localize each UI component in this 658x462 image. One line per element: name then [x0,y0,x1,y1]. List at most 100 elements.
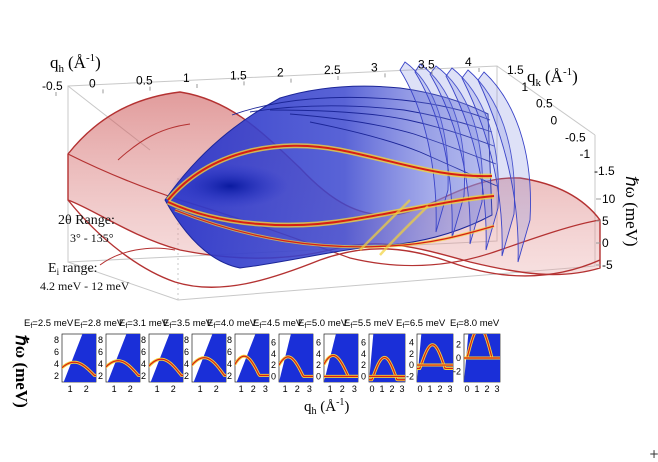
ef-panel-ytick: 2 [456,339,461,349]
ridges-3d [166,143,495,256]
ef-panel-xtick: 0 [417,384,422,394]
ef-panel-xtick: 3 [447,384,452,394]
svg-text:Ei range:: Ei range: [48,261,98,277]
panels-y-label: ℏω (meV) [12,335,31,408]
dispersion-ridge [279,356,313,377]
ef-panel-xtick: 0 [464,384,469,394]
ef-panel-xtick: 1 [198,384,203,394]
ef-panel-title: Ef=3.5 meV [163,318,213,330]
ef-panel-ytick: 2 [98,371,103,381]
ef-panel-xtick: 1 [379,384,384,394]
ef-panel-ytick: 4 [316,349,321,359]
ef-panel-xtick: 1 [283,384,288,394]
ef-panel-ytick: 4 [409,337,414,347]
ef-panel-xtick: 2 [128,384,133,394]
ef-panel-ytick: 8 [98,335,103,345]
ef-panel-title: Ef=4.5 meV [253,318,303,330]
two-theta-annotation: 2θ Range: 3° - 135° [58,213,115,245]
energy-tick-label: 10 [602,192,616,206]
ef-panel-ytick: -2 [406,371,414,381]
ef-panel-xtick: 2 [340,384,345,394]
qh-axis-title: qh (Å-1) [50,52,101,75]
energy-tick-label: -5 [602,258,613,272]
qk-tick-label: 0 [551,114,558,128]
ef-panel-title: Ef=2.8 meV [74,318,124,330]
qh-tick-label: 2 [277,66,284,80]
qk-tick-label: 0.5 [536,97,553,111]
ef-panel-ytick: 0 [409,360,414,370]
ef-panel-title: Ef=5.5 meV [344,318,394,330]
energy-tick-label: 0 [602,236,609,250]
ef-panel-xtick: 2 [171,384,176,394]
ef-panel-xtick: 0 [369,384,374,394]
ef-panel-ytick: 8 [54,335,59,345]
dispersion-ridge [62,361,96,376]
ef-panel-title: Ef=8.0 meV [450,318,500,330]
ef-panel-ytick: 2 [227,371,232,381]
ef-panel-ytick: 6 [271,337,276,347]
ef-panel-map [417,334,453,382]
qh-tick-label: 0 [89,76,96,90]
ef-panel-xtick: 1 [474,384,479,394]
qk-tick-label: -1.5 [594,164,615,178]
ef-panel-title: Ef=3.1 meV [119,318,169,330]
ef-panel-ytick: 4 [227,359,232,369]
ef-panel-xtick: 2 [214,384,219,394]
ef-panel-ytick: 2 [141,371,146,381]
energy-tick-label: 5 [602,214,609,228]
ei-range-annotation: Ei range: 4.2 meV - 12 meV [40,261,130,293]
qk-axis-title: qk (Å-1) [527,66,578,89]
ef-panel-map [150,334,183,382]
energy-axis-title: ℏω (meV) [622,176,641,247]
ef-panel-xtick: 3 [307,384,312,394]
ef-panel-title: Ef=5.0 meV [298,318,348,330]
dispersion-ridge [106,360,140,376]
ef-panel-ytick: 2 [361,360,366,370]
ef-panel-ytick: 6 [184,347,189,357]
ef-panel-ytick: 0 [316,371,321,381]
qh-tick-label: 1 [183,71,190,85]
svg-text:2θ Range:: 2θ Range: [58,213,115,228]
svg-text:3° - 135°: 3° - 135° [70,231,114,245]
ef-panel-title: Ef=2.5 meV [24,318,74,330]
qk-axis-ticks: 1.5 1 0.5 0 -0.5 -1-1.5 [507,63,615,178]
ef-panel-ytick: 6 [227,347,232,357]
ef-panel-ytick: 4 [141,359,146,369]
qh-axis-ticks: -0.5 0 0.5 1 1.5 2 2.5 3 3.5 4 [42,55,480,96]
ef-panel-xtick: 1 [112,384,117,394]
ef-panel-ytick: 4 [361,349,366,359]
ef-panel-xtick: 2 [484,384,489,394]
ef-panel-map [324,334,358,382]
energy-axis-ticks: 10 5 0 -5 [596,192,616,272]
qh-tick-label: 3.5 [418,58,435,72]
ef-panel-ytick: 0 [271,371,276,381]
ef-panel-map [279,334,313,382]
qh-tick-label: 1.5 [230,68,247,82]
qh-tick-label: -0.5 [42,79,63,93]
qk-tick-label: -1 [580,147,591,161]
ef-panel-xtick: 3 [399,384,404,394]
dispersion-ridge [235,355,269,376]
ef-panel-ytick: 0 [456,353,461,363]
dispersion-ridge [149,358,183,376]
ef-panel-ytick: 8 [184,335,189,345]
ef-panel-xtick: 1 [239,384,244,394]
dispersion-ridge [369,356,405,381]
ef-panel-xtick: 1 [427,384,432,394]
ef-panel-title: Ef=6.5 meV [396,318,446,330]
ef-panel-xtick: 1 [155,384,160,394]
dispersion-ridge [192,357,226,376]
ef-panel-xtick: 3 [352,384,357,394]
ef-panel-xtick: 1 [68,384,73,394]
ef-panel-xtick: 2 [295,384,300,394]
ef-panel-ytick: 6 [361,337,366,347]
